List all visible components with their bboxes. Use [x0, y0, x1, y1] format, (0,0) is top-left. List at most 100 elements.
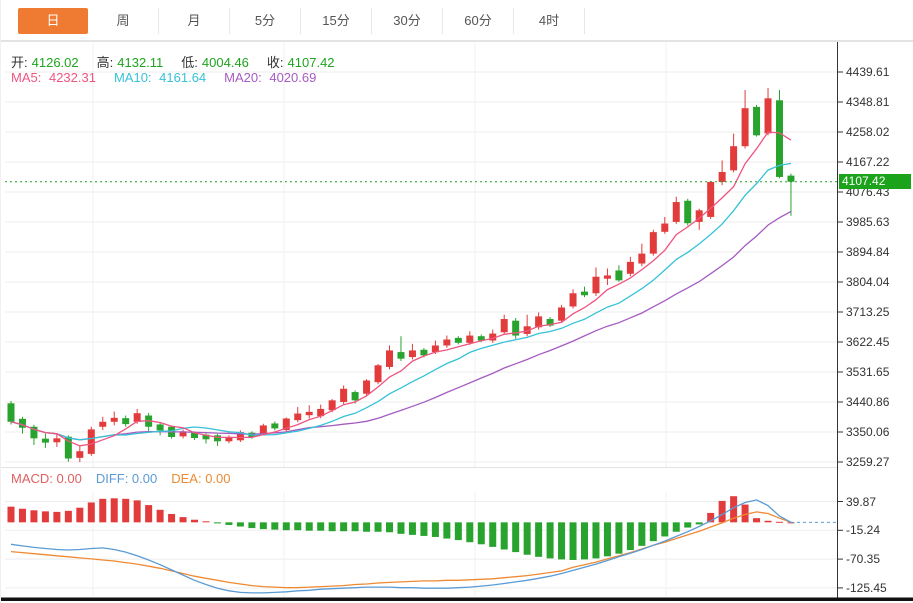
candle[interactable] — [271, 423, 279, 429]
tab-15min[interactable]: 15分 — [301, 8, 372, 34]
candle[interactable] — [64, 436, 72, 459]
tab-week[interactable]: 周 — [88, 8, 159, 34]
candle[interactable] — [512, 320, 520, 336]
macd-bar — [707, 512, 715, 523]
macd-bar — [649, 522, 657, 542]
candle[interactable] — [707, 181, 715, 217]
ohlc-value: 4107.42 — [287, 55, 335, 70]
candle[interactable] — [397, 352, 405, 359]
candle[interactable] — [741, 108, 749, 147]
candle[interactable] — [259, 425, 267, 434]
candle[interactable] — [581, 291, 588, 296]
candle[interactable] — [592, 276, 600, 294]
macd-bar — [695, 522, 703, 525]
candle[interactable] — [603, 275, 611, 279]
period-tab-bar: 日周月 5分 15分 30分 60分 4时 — [1, 0, 913, 41]
tab-30min[interactable]: 30分 — [372, 8, 443, 34]
candle[interactable] — [466, 335, 474, 343]
candle[interactable] — [787, 175, 795, 182]
candle[interactable] — [133, 413, 141, 422]
candle[interactable] — [191, 432, 199, 438]
candle[interactable] — [753, 106, 761, 136]
candle[interactable] — [7, 403, 15, 422]
macd-bar — [638, 522, 646, 546]
candle[interactable] — [730, 146, 738, 171]
candle[interactable] — [431, 345, 439, 353]
candle[interactable] — [477, 336, 485, 341]
candle[interactable] — [454, 337, 462, 343]
candle[interactable] — [110, 417, 118, 422]
main-chart-area[interactable] — [5, 88, 837, 463]
candle[interactable] — [569, 293, 577, 307]
macd-bar — [569, 522, 577, 560]
candle[interactable] — [695, 210, 703, 222]
candle[interactable] — [202, 434, 210, 440]
candle[interactable] — [374, 365, 382, 383]
candle[interactable] — [30, 426, 38, 439]
macd-axis-label: -125.45 — [846, 580, 887, 595]
candle[interactable] — [684, 200, 692, 224]
tab-4hour[interactable]: 4时 — [514, 8, 585, 34]
ma-label: MA20: — [224, 70, 266, 85]
candle[interactable] — [18, 418, 26, 428]
candle[interactable] — [523, 326, 531, 334]
candle[interactable] — [317, 408, 325, 417]
candle[interactable] — [236, 432, 244, 441]
tab-5min[interactable]: 5分 — [230, 8, 301, 34]
candle[interactable] — [305, 411, 313, 416]
macd-bar — [53, 511, 61, 523]
candle[interactable] — [718, 171, 726, 182]
candle[interactable] — [156, 424, 164, 431]
candle[interactable] — [225, 436, 233, 442]
candle[interactable] — [500, 319, 508, 333]
candle[interactable] — [76, 451, 84, 458]
candle[interactable] — [213, 435, 221, 442]
candle[interactable] — [282, 418, 290, 431]
macd-bar — [431, 522, 439, 537]
candle[interactable] — [558, 307, 566, 321]
candle[interactable] — [489, 333, 497, 341]
candle[interactable] — [535, 316, 543, 328]
candle[interactable] — [179, 431, 187, 437]
candle[interactable] — [41, 438, 49, 443]
macd-bar — [661, 522, 669, 537]
candle[interactable] — [626, 261, 634, 274]
tab-day[interactable]: 日 — [18, 8, 88, 34]
price-axis-label: 3531.65 — [846, 365, 890, 379]
candle[interactable] — [649, 232, 657, 254]
candle[interactable] — [328, 400, 336, 411]
candle[interactable] — [386, 350, 394, 367]
macd-chart-area[interactable] — [7, 496, 838, 594]
macd-bar — [156, 509, 164, 523]
candle[interactable] — [122, 418, 130, 425]
tab-60min[interactable]: 60分 — [443, 8, 514, 34]
macd-bar — [236, 522, 244, 527]
candle[interactable] — [363, 380, 371, 394]
macd-bar — [546, 522, 554, 559]
ma-legend: MA5: 4232.31 MA10: 4161.64 MA20: 4020.69 — [11, 70, 334, 85]
candle[interactable] — [615, 270, 623, 281]
price-axis-label: 3985.63 — [846, 215, 890, 229]
macd-bar — [753, 518, 761, 523]
candle[interactable] — [661, 223, 669, 232]
candle[interactable] — [294, 413, 302, 421]
candle[interactable] — [340, 388, 348, 402]
candle[interactable] — [443, 339, 451, 346]
candle[interactable] — [408, 350, 416, 358]
candle[interactable] — [420, 349, 428, 356]
candle[interactable] — [546, 319, 554, 326]
candle[interactable] — [775, 100, 783, 177]
macd-bar — [305, 522, 313, 531]
ma10-line — [10, 162, 792, 441]
candle[interactable] — [99, 421, 107, 427]
candle[interactable] — [672, 202, 680, 222]
candle[interactable] — [87, 429, 95, 454]
candle[interactable] — [638, 253, 646, 264]
candle[interactable] — [53, 438, 61, 443]
ohlc-legend: 开: 4126.02 高: 4132.11 低: 4004.46 收: 4107.42 — [11, 52, 353, 71]
candle[interactable] — [764, 98, 772, 134]
tab-month[interactable]: 月 — [159, 8, 230, 34]
candle[interactable] — [351, 392, 359, 401]
